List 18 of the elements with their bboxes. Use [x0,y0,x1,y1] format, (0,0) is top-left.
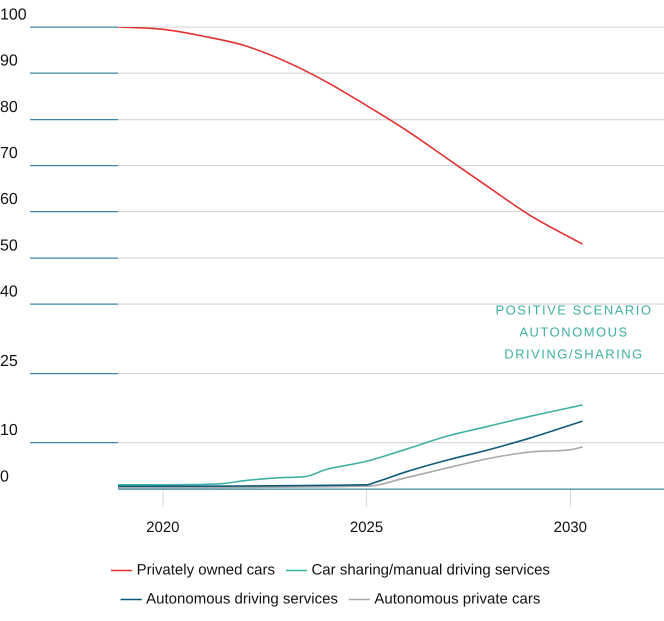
y-tick-label: 90 [0,52,18,70]
legend-label: Autonomous private cars [374,590,540,608]
y-tick-label: 60 [0,191,18,208]
x-tick-label: 2030 [554,519,587,536]
y-tick-label: 100 [0,6,27,24]
y-tick-label: 0 [0,468,9,486]
y-tick-label: 10 [0,422,18,440]
annotation: POSITIVE SCENARIO AUTONOMOUS DRIVING/SHARING [496,302,652,362]
y-tick-label: 40 [0,284,18,301]
x-tick-label: 2025 [350,519,384,536]
y-tick-label: 50 [0,237,18,254]
legend-label: Privately owned cars [136,562,275,579]
legend-label: Autonomous driving services [146,590,338,608]
y-tick-label: 80 [0,98,18,116]
legend-label: Car sharing/manual driving services [311,562,550,579]
y-tick-label: 70 [0,145,18,162]
y-tick-label: 25 [0,352,18,370]
x-tick-label: 2020 [146,519,180,536]
